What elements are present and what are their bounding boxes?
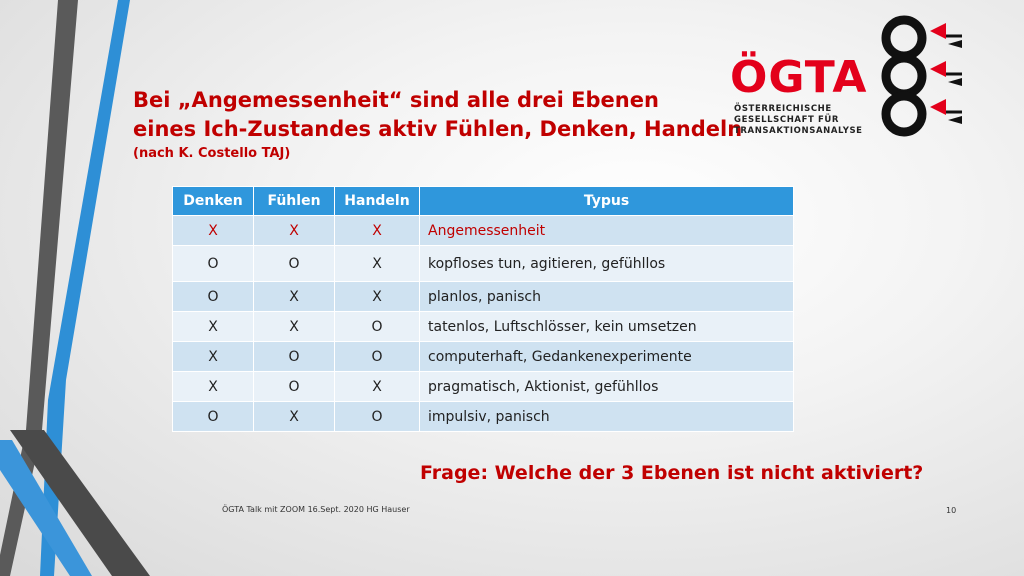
slide-title: Bei „Angemessenheit“ sind alle drei Eben… xyxy=(133,86,743,144)
logo-subtitle-line-1: ÖSTERREICHISCHE xyxy=(734,104,832,114)
logo-wordmark: ÖGTA xyxy=(730,52,868,103)
cell-denken: X xyxy=(172,341,254,372)
table-header-row: Denken Fühlen Handeln Typus xyxy=(172,186,794,216)
cell-typus: kopfloses tun, agitieren, gefühllos xyxy=(419,245,794,282)
logo-subtitle-line-2: GESELLSCHAFT FÜR xyxy=(734,115,840,125)
page-number: 10 xyxy=(946,506,957,515)
cell-handeln: X xyxy=(334,215,420,246)
cell-typus: Angemessenheit xyxy=(419,215,794,246)
logo-subtitle-line-3: TRANSAKTIONSANALYSE xyxy=(734,126,863,136)
header-fuehlen: Fühlen xyxy=(253,186,335,216)
table-row: X X X Angemessenheit xyxy=(172,215,794,246)
cell-typus: pragmatisch, Aktionist, gefühllos xyxy=(419,371,794,402)
cell-fuehlen: O xyxy=(253,341,335,372)
header-handeln: Handeln xyxy=(334,186,420,216)
cell-fuehlen: O xyxy=(253,245,335,282)
cell-fuehlen: X xyxy=(253,281,335,312)
cell-denken: X xyxy=(172,371,254,402)
cell-handeln: X xyxy=(334,281,420,312)
cell-handeln: X xyxy=(334,245,420,282)
cell-denken: X xyxy=(172,215,254,246)
cell-fuehlen: X xyxy=(253,311,335,342)
cell-denken: O xyxy=(172,401,254,432)
question-text: Frage: Welche der 3 Ebenen ist nicht akt… xyxy=(420,462,924,484)
slide-subtitle: (nach K. Costello TAJ) xyxy=(133,146,291,161)
table-row: X O O computerhaft, Gedankenexperimente xyxy=(172,341,794,372)
cell-handeln: O xyxy=(334,341,420,372)
cell-typus: planlos, panisch xyxy=(419,281,794,312)
table-row: O O X kopfloses tun, agitieren, gefühllo… xyxy=(172,245,794,282)
title-line-1: Bei „Angemessenheit“ sind alle drei Eben… xyxy=(133,88,659,112)
title-line-2: eines Ich-Zustandes aktiv Fühlen, Denken… xyxy=(133,117,743,141)
cell-denken: O xyxy=(172,245,254,282)
cell-fuehlen: X xyxy=(253,401,335,432)
logo-rings-icon xyxy=(881,15,962,137)
table-row: O X X planlos, panisch xyxy=(172,281,794,312)
cell-typus: tatenlos, Luftschlösser, kein umsetzen xyxy=(419,311,794,342)
table-row: O X O impulsiv, panisch xyxy=(172,401,794,432)
decorative-stripes xyxy=(0,0,150,576)
header-typus: Typus xyxy=(419,186,794,216)
table-row: X X O tatenlos, Luftschlösser, kein umse… xyxy=(172,311,794,342)
cell-fuehlen: X xyxy=(253,215,335,246)
cell-denken: O xyxy=(172,281,254,312)
cell-handeln: O xyxy=(334,401,420,432)
oegta-logo: ÖGTA ÖSTERREICHISCHE GESELLSCHAFT FÜR TR… xyxy=(722,14,972,144)
cell-typus: computerhaft, Gedankenexperimente xyxy=(419,341,794,372)
logo-subtitle: ÖSTERREICHISCHE GESELLSCHAFT FÜR TRANSAK… xyxy=(734,104,894,137)
levels-table: Denken Fühlen Handeln Typus X X X Angeme… xyxy=(172,186,794,432)
cell-fuehlen: O xyxy=(253,371,335,402)
header-denken: Denken xyxy=(172,186,254,216)
cell-typus: impulsiv, panisch xyxy=(419,401,794,432)
table-row: X O X pragmatisch, Aktionist, gefühllos xyxy=(172,371,794,402)
cell-handeln: X xyxy=(334,371,420,402)
cell-handeln: O xyxy=(334,311,420,342)
footer-text: ÖGTA Talk mit ZOOM 16.Sept. 2020 HG Haus… xyxy=(222,505,410,514)
cell-denken: X xyxy=(172,311,254,342)
